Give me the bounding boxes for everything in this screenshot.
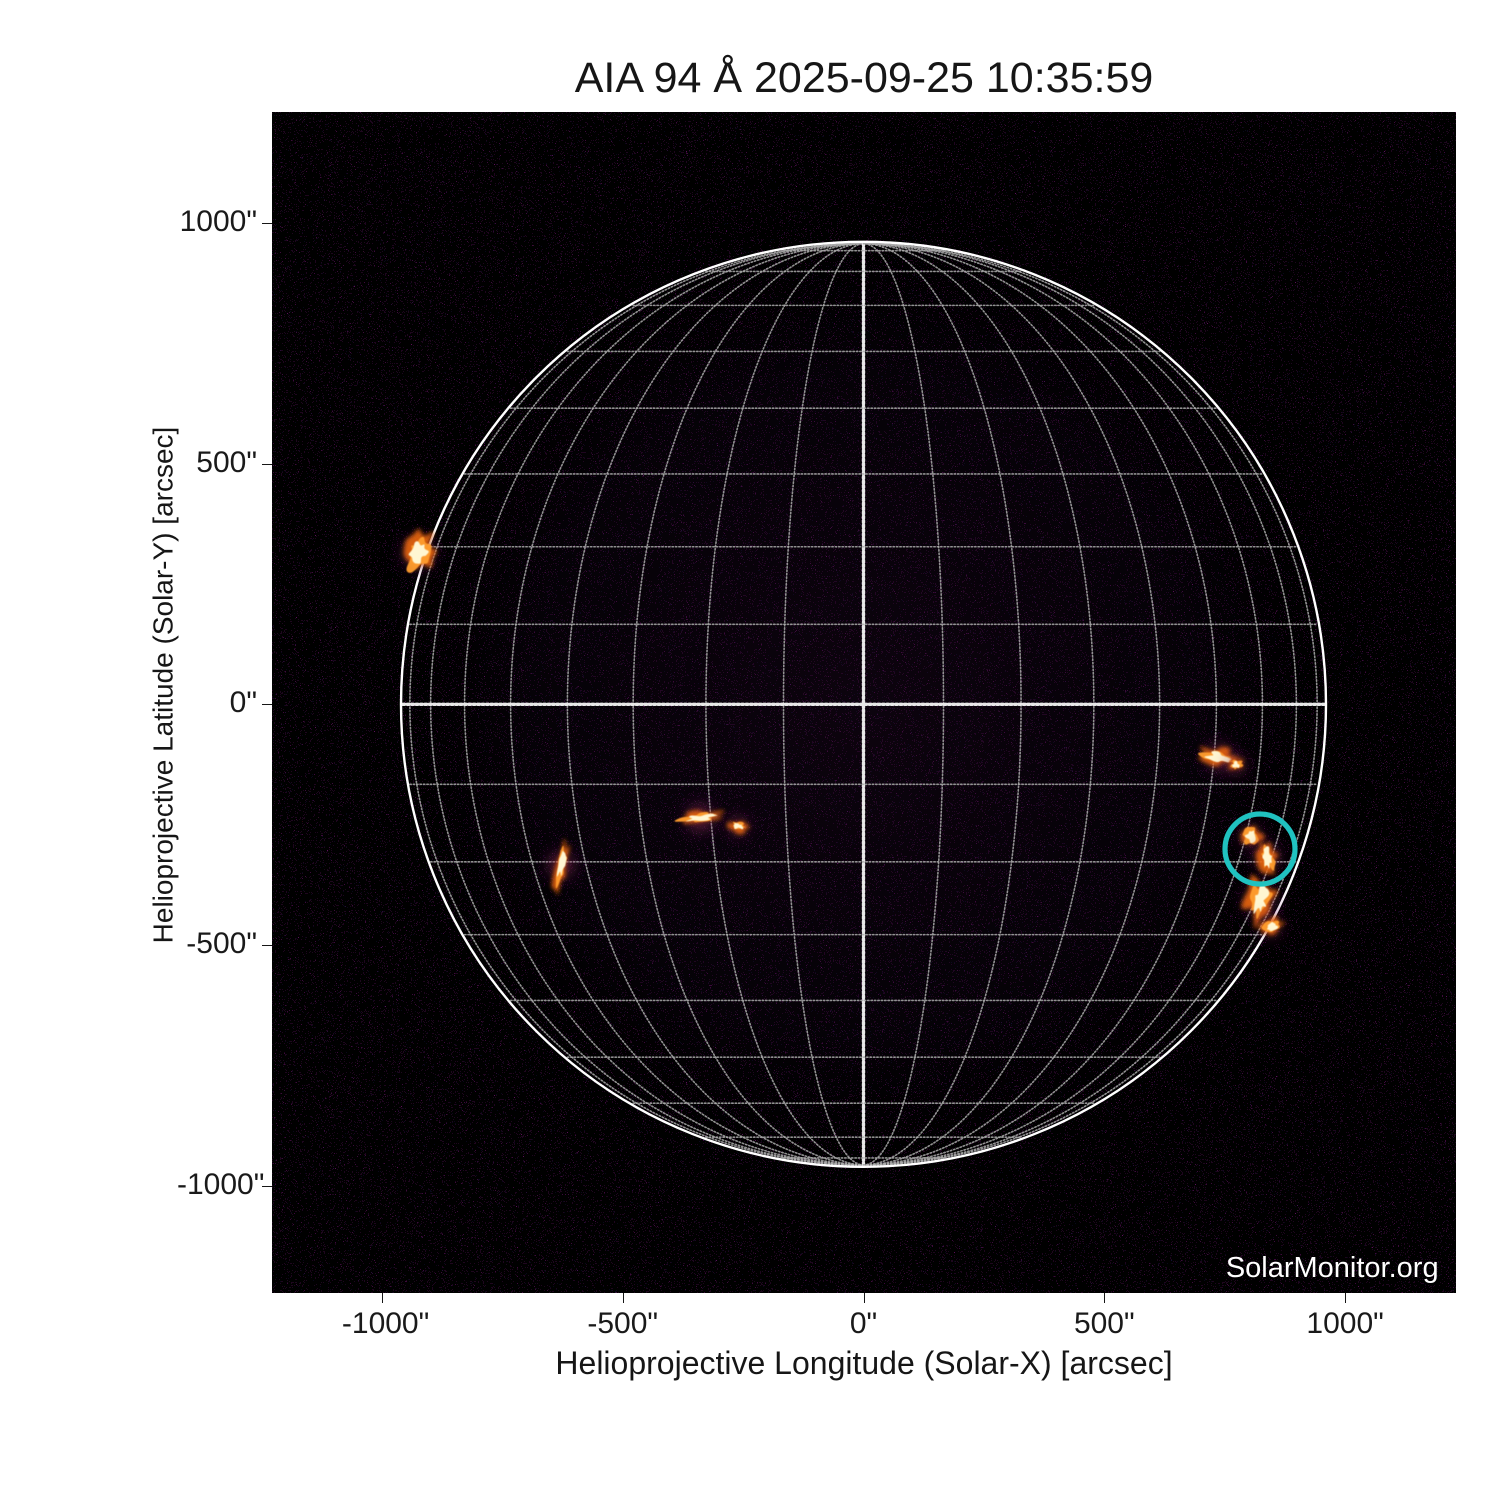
svg-text:SolarMonitor.org: SolarMonitor.org	[1226, 1252, 1439, 1284]
